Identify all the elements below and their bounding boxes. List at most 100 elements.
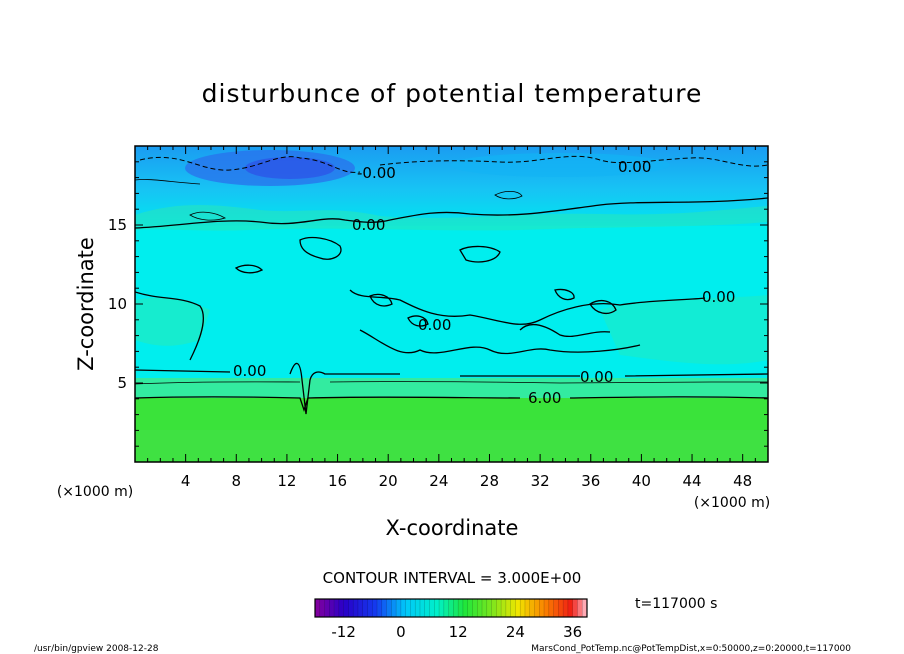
colorbar-tick-label: 0 xyxy=(396,623,406,641)
colorbar-tick-label: -12 xyxy=(331,623,356,641)
colorbar-cell xyxy=(458,599,464,617)
colorbar-cell xyxy=(405,599,411,617)
colorbar-cell xyxy=(501,599,507,617)
x-tick-label: 36 xyxy=(581,472,600,490)
upper-green-band xyxy=(135,205,768,231)
colorbar-cell xyxy=(482,599,488,617)
colorbar-cell xyxy=(443,599,449,617)
colorbar-cell xyxy=(315,599,321,617)
lower-band-green-2 xyxy=(135,430,768,462)
contour-0-lower xyxy=(135,362,768,415)
x-tick-label: 12 xyxy=(277,472,296,490)
colorbar-cell xyxy=(434,599,440,617)
colorbar-cell xyxy=(396,599,402,617)
x-tick-label: 8 xyxy=(232,472,242,490)
colorbar-cell xyxy=(472,599,478,617)
colorbar-cell xyxy=(539,599,545,617)
colorbar-cell xyxy=(343,599,349,617)
colorbar-cell xyxy=(486,599,492,617)
colorbar-ticks: -12 0 12 24 36 xyxy=(331,623,582,641)
contour-0-upper xyxy=(135,197,768,229)
contour-labels: -0.00 0.00 0.00 0.00 0.00 0.00 0.00 6.00 xyxy=(233,158,735,407)
colorbar-cell xyxy=(357,599,364,617)
colorbar-cell xyxy=(520,599,526,617)
colorbar-cell xyxy=(319,599,325,617)
chart-title: disturbunce of potential temperature xyxy=(202,79,703,108)
x-axis-unit-right: (×1000 m) xyxy=(694,495,770,511)
colorbar-cell xyxy=(505,599,511,617)
x-tick-label: 32 xyxy=(531,472,550,490)
x-axis-unit-left: (×1000 m) xyxy=(57,484,133,500)
colorbar-cell xyxy=(329,599,335,617)
colorbar-cell xyxy=(553,599,559,617)
contour-0-mid xyxy=(135,289,706,361)
colorbar-cell xyxy=(558,599,564,617)
colorbar-cell xyxy=(362,599,368,617)
colorbar-cell xyxy=(386,599,392,617)
colorbar-frame xyxy=(314,598,588,618)
x-axis: 4 8 12 16 20 24 28 32 36 40 44 48 xyxy=(147,146,756,490)
contour-interval: CONTOUR INTERVAL = 3.000E+00 xyxy=(323,569,582,587)
colorbar-cell xyxy=(338,599,344,617)
colorbar-tick-label: 12 xyxy=(449,623,468,641)
colorbar-cell xyxy=(381,599,387,617)
colorbar-cell xyxy=(391,599,397,617)
colorbar-cell xyxy=(324,599,330,617)
colorbar-cell xyxy=(477,599,483,617)
y-axis: 5 10 15 xyxy=(108,161,768,447)
colorbar-cell xyxy=(572,599,578,617)
contour-label: 0.00 xyxy=(418,316,451,334)
colorbar-cell xyxy=(582,599,588,617)
contour-upper-small xyxy=(135,179,523,221)
contour-label: -0.00 xyxy=(357,164,396,182)
lower-band-teal xyxy=(135,378,768,398)
colorbar-cell xyxy=(377,599,383,617)
contour-3 xyxy=(135,381,768,385)
colorbar-cell xyxy=(548,599,554,617)
contour-label: 0.00 xyxy=(233,362,266,380)
x-tick-label: 20 xyxy=(379,472,398,490)
colorbar-cell xyxy=(419,599,426,617)
colorbar-cell xyxy=(529,599,535,617)
colorbar-cell xyxy=(467,599,473,617)
colorbar-cell xyxy=(515,599,521,617)
colorbar xyxy=(314,598,588,618)
colorbar-cell xyxy=(496,599,502,617)
colorbar-cell xyxy=(415,599,421,617)
colorbar-cell xyxy=(491,599,497,617)
y-tick-label: 15 xyxy=(108,216,127,234)
mid-green-right xyxy=(600,295,768,365)
contour-label: 6.00 xyxy=(528,389,561,407)
contour-label: 0.00 xyxy=(618,158,651,176)
y-tick-label: 5 xyxy=(117,374,127,392)
colorbar-cell xyxy=(453,599,459,617)
colorbar-cell xyxy=(448,599,454,617)
colorbar-cell xyxy=(400,599,406,617)
contour-label: 0.00 xyxy=(352,216,385,234)
contour-lines xyxy=(135,155,768,415)
x-axis-label: X-coordinate xyxy=(386,516,519,540)
contour-neg xyxy=(139,155,768,173)
time-label: t=117000 s xyxy=(635,596,717,612)
colorbar-cell xyxy=(367,599,373,617)
x-tick-label: 28 xyxy=(480,472,499,490)
x-tick-label: 16 xyxy=(328,472,347,490)
x-tick-label: 44 xyxy=(682,472,701,490)
colorbar-cell xyxy=(462,599,469,617)
colorbar-cell xyxy=(334,599,340,617)
cool-patch xyxy=(450,153,670,177)
y-axis-label: Z-coordinate xyxy=(74,237,98,371)
colorbar-cell xyxy=(439,599,445,617)
footer-right: MarsCond_PotTemp.nc@PotTempDist,x=0:5000… xyxy=(531,644,851,654)
plot-area: -0.00 0.00 0.00 0.00 0.00 0.00 0.00 6.00 xyxy=(135,146,768,462)
colorbar-cell xyxy=(410,599,416,617)
colorbar-cell xyxy=(348,599,354,617)
colorbar-cell xyxy=(372,599,378,617)
colorbar-cell xyxy=(510,599,516,617)
contour-0-islands xyxy=(234,236,617,327)
colorbar-cell xyxy=(524,599,531,617)
colorbar-cell xyxy=(567,599,573,617)
y-tick-label: 10 xyxy=(108,295,127,313)
cold-core-2 xyxy=(245,157,335,179)
colorbar-cell xyxy=(577,599,583,617)
